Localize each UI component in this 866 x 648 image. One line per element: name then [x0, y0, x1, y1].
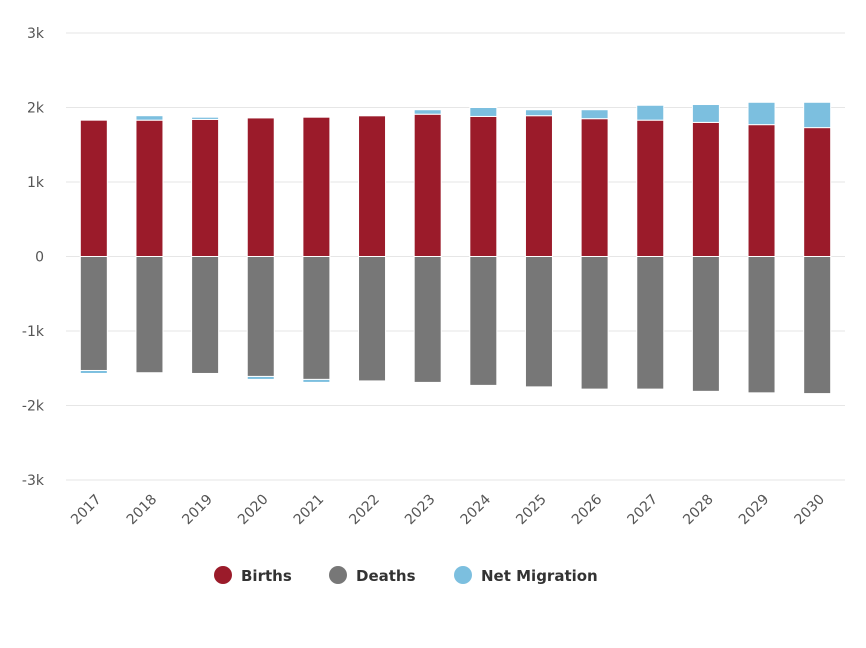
grid-layer [66, 32, 845, 481]
bar-births-2021[interactable] [302, 116, 331, 257]
y-tick-label: 0 [35, 250, 44, 266]
bar-net-migration-2028[interactable] [691, 104, 720, 123]
bar-births-2019[interactable] [191, 118, 220, 257]
x-tick-label: 2021 [291, 492, 328, 529]
y-tick-label: -3k [22, 473, 45, 489]
bar-births-2023[interactable] [413, 113, 442, 257]
x-tick-label: 2017 [68, 492, 105, 529]
bar-births-2026[interactable] [580, 118, 609, 257]
bar-births-2022[interactable] [358, 115, 387, 257]
legend-item-deaths[interactable]: Deaths [329, 566, 416, 585]
bar-deaths-2020[interactable] [246, 256, 275, 377]
legend-swatch [329, 566, 347, 584]
bar-deaths-2022[interactable] [358, 256, 387, 382]
bar-deaths-2017[interactable] [79, 256, 108, 371]
bar-births-2017[interactable] [79, 119, 108, 258]
bar-deaths-2023[interactable] [413, 256, 442, 383]
legend-item-births[interactable]: Births [214, 566, 292, 585]
y-tick-label: 2k [27, 101, 45, 117]
y-tick-label: 3k [27, 26, 45, 42]
x-axis-ticks: 2017 2018 2019 2020 2021 2022 2023 2024 2025 2026… [68, 491, 828, 528]
bar-net-migration-2022[interactable] [358, 114, 387, 117]
bar-deaths-2028[interactable] [691, 256, 720, 392]
x-tick-label: 2027 [625, 492, 662, 529]
bar-net-migration-2024[interactable] [469, 107, 498, 117]
bar-net-migration-2021[interactable] [302, 378, 331, 383]
bar-deaths-2018[interactable] [135, 256, 164, 374]
y-tick-label: 1k [27, 175, 45, 191]
bar-net-migration-2029[interactable] [747, 101, 776, 126]
bar-deaths-2026[interactable] [580, 256, 609, 390]
x-tick-label: 2018 [124, 492, 161, 529]
x-tick-label: 2029 [736, 492, 773, 529]
bar-births-2028[interactable] [691, 121, 720, 258]
bar-deaths-2029[interactable] [747, 256, 776, 394]
legend-label: Net Migration [481, 567, 598, 585]
bar-net-migration-2026[interactable] [580, 109, 609, 120]
bar-births-2029[interactable] [747, 124, 776, 258]
y-tick-label: -2k [22, 399, 45, 415]
bar-deaths-2027[interactable] [636, 256, 665, 390]
x-tick-label: 2025 [513, 492, 550, 529]
bar-deaths-2025[interactable] [524, 256, 553, 388]
bar-births-2027[interactable] [636, 119, 665, 258]
bar-births-2025[interactable] [524, 115, 553, 257]
bars-layer [79, 101, 832, 395]
bar-deaths-2019[interactable] [191, 256, 220, 374]
legend-swatch [454, 566, 472, 584]
legend[interactable]: Births Deaths Net Migration [214, 566, 598, 585]
bar-births-2030[interactable] [803, 127, 832, 257]
legend-label: Deaths [356, 567, 416, 585]
x-tick-label: 2020 [235, 492, 272, 529]
bar-deaths-2030[interactable] [803, 256, 832, 395]
x-tick-label: 2028 [680, 492, 717, 529]
bar-births-2018[interactable] [135, 119, 164, 258]
x-tick-label: 2030 [791, 492, 828, 529]
bar-births-2024[interactable] [469, 115, 498, 257]
bar-net-migration-2030[interactable] [803, 101, 832, 129]
x-tick-label: 2019 [179, 492, 216, 529]
bar-net-migration-2018[interactable] [135, 115, 164, 121]
bar-deaths-2021[interactable] [302, 256, 331, 380]
y-axis-ticks: 3k 2k 1k 0 -1k -2k -3k [22, 26, 45, 489]
x-tick-label: 2026 [569, 491, 606, 528]
legend-item-net-migration[interactable]: Net Migration [454, 566, 598, 585]
bar-net-migration-2019[interactable] [191, 116, 220, 120]
x-tick-label: 2024 [458, 491, 495, 528]
bar-net-migration-2017[interactable] [79, 369, 108, 374]
bar-net-migration-2027[interactable] [636, 104, 665, 121]
x-tick-label: 2022 [346, 492, 383, 529]
x-tick-label: 2023 [402, 492, 439, 529]
bar-net-migration-2025[interactable] [524, 109, 553, 117]
legend-swatch [214, 566, 232, 584]
bar-deaths-2024[interactable] [469, 256, 498, 386]
bar-net-migration-2020[interactable] [246, 375, 275, 380]
legend-label: Births [241, 567, 292, 585]
y-tick-label: -1k [22, 324, 45, 340]
bar-net-migration-2023[interactable] [413, 109, 442, 115]
bar-births-2020[interactable] [246, 117, 275, 258]
